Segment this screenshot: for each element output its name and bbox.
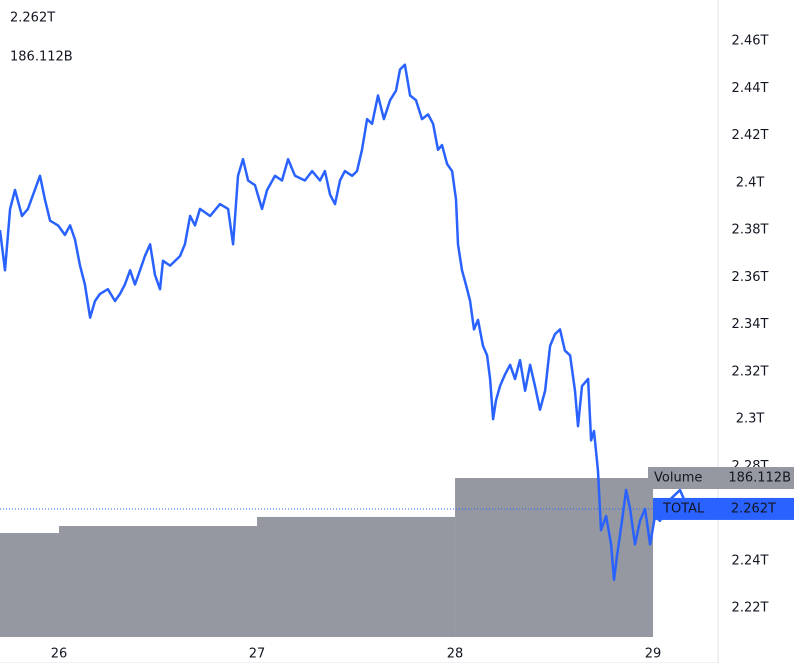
y-tick-label: 2.46T [732,34,769,49]
y-tick-label: 2.38T [732,223,769,238]
volume-bar [455,478,654,637]
x-tick-label: 27 [249,647,266,662]
price-tag-name: TOTAL [662,501,705,516]
y-tick-label: 2.22T [732,601,769,616]
volume-tag-name: Volume [654,471,702,486]
volume-bar [59,526,258,637]
x-tick-label: 29 [645,647,662,662]
volume-bar [0,533,60,637]
volume-bar [257,516,456,637]
y-tick-label: 2.4T [736,175,765,190]
volume-tag [648,467,794,489]
x-tick-label: 26 [51,647,68,662]
y-tick-label: 2.42T [732,128,769,143]
legend-price: 2.262T [10,11,55,26]
y-tick-label: 2.36T [732,270,769,285]
y-tick-label: 2.34T [732,317,769,332]
y-tick-label: 2.44T [732,81,769,96]
price-tag-value: 2.262T [731,501,776,516]
x-tick-label: 28 [447,647,464,662]
y-tick-label: 2.3T [736,412,765,427]
volume-tag-value: 186.112B [728,471,791,486]
legend-volume: 186.112B [10,50,73,65]
y-tick-label: 2.24T [732,553,769,568]
price-tag [653,497,794,520]
y-tick-label: 2.32T [732,364,769,379]
price-line-series [0,63,690,582]
